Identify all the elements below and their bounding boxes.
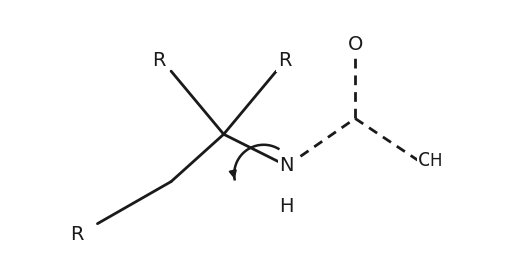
Text: H: H [280, 197, 294, 216]
Text: O: O [418, 151, 433, 170]
Text: H: H [430, 151, 442, 170]
Text: N: N [280, 156, 294, 175]
Text: R: R [278, 51, 291, 70]
Text: O: O [348, 35, 363, 54]
Text: R: R [152, 51, 165, 70]
Text: R: R [70, 225, 83, 244]
